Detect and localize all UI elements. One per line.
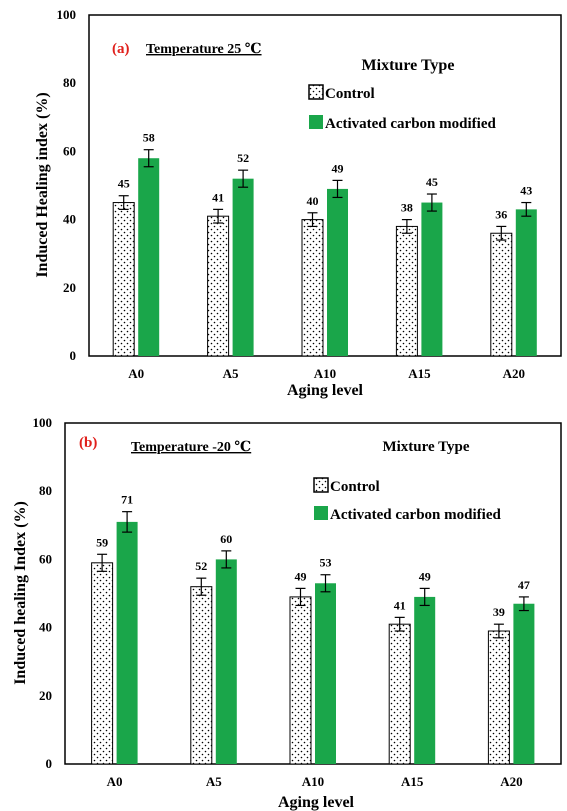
plot-frame <box>88 14 562 357</box>
y-tick-label: 80 <box>63 75 76 90</box>
bar-activated-carbon-a0 <box>116 521 138 764</box>
data-label: 45 <box>118 177 130 191</box>
legend-title: Mixture Type <box>382 439 469 455</box>
y-tick-labels: 0 20 40 60 80 100 <box>33 415 53 771</box>
bar-control-a20 <box>490 232 513 357</box>
y-tick-label: 60 <box>63 143 76 158</box>
bar-control-a15 <box>395 225 418 357</box>
data-label: 52 <box>237 151 249 165</box>
x-tick-label: A5 <box>223 366 239 381</box>
bar-activated-carbon-a20 <box>513 603 535 764</box>
data-label: 49 <box>332 161 344 175</box>
data-label: 53 <box>320 556 332 570</box>
x-tick-label: A15 <box>401 774 424 789</box>
bars <box>112 149 537 357</box>
chart-title: Temperature 25 ℃ <box>146 42 262 57</box>
legend-label-activated-carbon: Activated carbon modified <box>325 116 496 132</box>
data-label: 45 <box>426 175 438 189</box>
y-tick-label: 20 <box>39 688 52 703</box>
y-tick-label: 100 <box>33 415 53 430</box>
y-tick-label: 80 <box>39 483 52 498</box>
data-label: 40 <box>307 194 319 208</box>
data-label: 52 <box>195 559 207 573</box>
bar-activated-carbon-a15 <box>421 202 443 356</box>
legend-label-control: Control <box>330 479 380 495</box>
bar-activated-carbon-a20 <box>515 209 537 356</box>
x-axis-title: Aging level <box>278 794 355 811</box>
data-label: 39 <box>493 605 505 619</box>
bar-control-a10 <box>289 596 312 765</box>
x-tick-label: A20 <box>503 366 525 381</box>
bar-control-a10 <box>301 219 324 357</box>
x-tick-label: A5 <box>206 774 222 789</box>
bar-activated-carbon-a10 <box>327 188 348 356</box>
legend-title: Mixture Type <box>362 57 455 74</box>
data-label: 43 <box>520 184 532 198</box>
y-tick-labels: 0 20 40 60 80 100 <box>57 7 77 363</box>
y-tick-label: 40 <box>39 620 52 635</box>
bar-activated-carbon-a5 <box>232 178 254 356</box>
data-label: 60 <box>220 532 232 546</box>
y-axis-title: Induced Healing index (%) <box>34 92 51 277</box>
bar-control-a0 <box>112 202 135 357</box>
bars <box>91 511 535 765</box>
bar-control-a5 <box>190 586 213 765</box>
data-label: 36 <box>495 207 507 221</box>
plot-frame <box>64 422 562 765</box>
y-tick-label: 0 <box>70 348 77 363</box>
bar-control-a5 <box>207 215 230 357</box>
panel-label: (a) <box>112 41 130 57</box>
chart-panel-a: (a) Temperature 25 ℃ Mixture Type Contro… <box>34 7 562 399</box>
data-labels: 59 71 52 60 49 53 41 49 39 47 <box>96 493 530 620</box>
legend-label-control: Control <box>325 86 375 102</box>
data-label: 41 <box>394 598 406 612</box>
bar-activated-carbon-a0 <box>138 158 160 356</box>
x-tick-label: A0 <box>128 366 144 381</box>
bar-activated-carbon-a15 <box>414 596 436 764</box>
y-tick-label: 60 <box>39 551 52 566</box>
data-label: 59 <box>96 535 108 549</box>
x-tick-label: A0 <box>107 774 123 789</box>
y-tick-label: 40 <box>63 212 76 227</box>
legend-swatch-control <box>313 477 329 493</box>
data-labels: 45 58 41 52 40 49 38 45 36 43 <box>118 131 533 222</box>
y-axis-title: Induced healing Index (%) <box>12 501 29 685</box>
bar-activated-carbon-a10 <box>315 583 336 764</box>
x-tick-label: A10 <box>314 366 336 381</box>
bar-control-a0 <box>91 562 114 765</box>
data-label: 49 <box>295 569 307 583</box>
y-tick-label: 20 <box>63 280 76 295</box>
legend-label-activated-carbon: Activated carbon modified <box>330 507 501 523</box>
x-tick-labels: A0 A5 A10 A15 A20 <box>107 774 523 789</box>
data-label: 47 <box>518 578 530 592</box>
bar-activated-carbon-a5 <box>215 559 237 764</box>
x-tick-label: A10 <box>302 774 324 789</box>
data-label: 71 <box>121 493 133 507</box>
bar-control-a20 <box>487 630 510 765</box>
data-label: 41 <box>212 190 224 204</box>
data-label: 38 <box>401 201 413 215</box>
x-tick-label: A20 <box>500 774 522 789</box>
data-label: 58 <box>143 131 155 145</box>
chart-panel-b: (b) Temperature -20 ℃ Mixture Type Contr… <box>12 415 562 811</box>
data-label: 49 <box>419 569 431 583</box>
x-axis-title: Aging level <box>287 382 364 399</box>
x-tick-label: A15 <box>408 366 431 381</box>
legend-swatch-activated-carbon <box>309 115 323 129</box>
x-tick-labels: A0 A5 A10 A15 A20 <box>128 366 525 381</box>
chart-title: Temperature -20 ℃ <box>131 440 251 455</box>
y-tick-label: 100 <box>57 7 77 22</box>
legend-swatch-activated-carbon <box>314 506 328 520</box>
legend-swatch-control <box>308 84 324 100</box>
bar-control-a15 <box>388 623 411 765</box>
panel-label: (b) <box>79 435 97 451</box>
y-tick-label: 0 <box>46 756 53 771</box>
